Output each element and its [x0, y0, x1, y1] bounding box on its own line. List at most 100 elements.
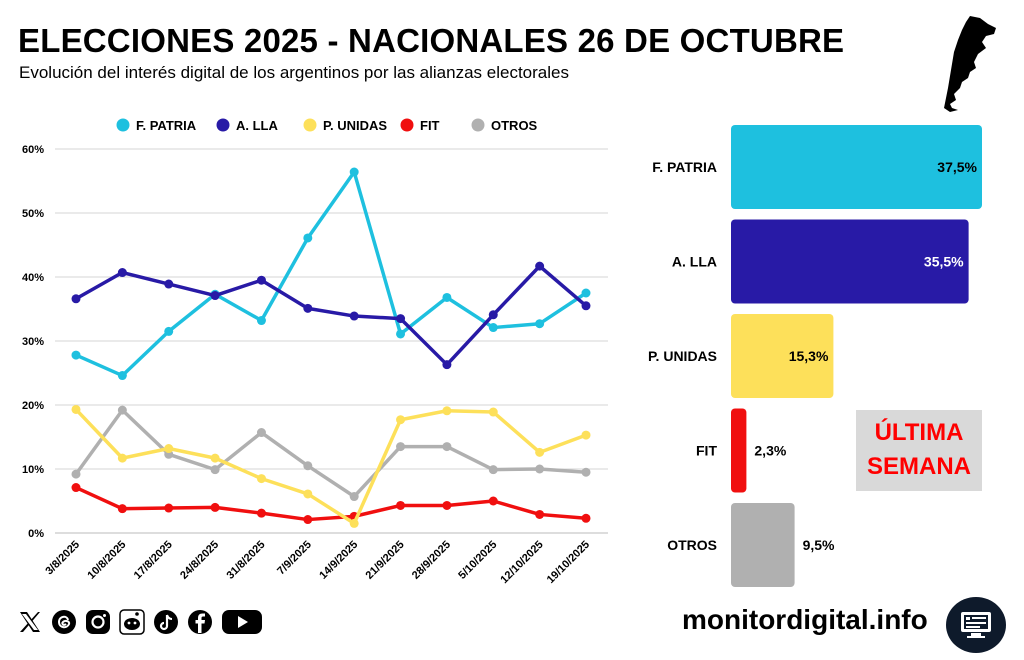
monitor-logo-icon — [946, 597, 1006, 653]
y-tick-label: 10% — [22, 464, 44, 476]
data-point-fit — [396, 500, 406, 510]
x-tick-label: 5/10/2025 — [456, 539, 499, 582]
data-point-a-lla — [210, 291, 220, 301]
y-tick-label: 30% — [22, 336, 44, 348]
data-point-otros — [535, 464, 545, 474]
data-point-otros — [396, 442, 406, 452]
x-tick-label: 21/9/2025 — [364, 539, 407, 582]
bar-value-label: 37,5% — [937, 159, 977, 175]
bar-value-label: 15,3% — [789, 348, 829, 364]
threads-icon[interactable] — [50, 608, 78, 636]
data-point-fit — [581, 513, 591, 523]
data-point-p-unidas — [581, 430, 591, 440]
data-point-p-unidas — [71, 404, 81, 414]
page-subtitle: Evolución del interés digital de los arg… — [19, 63, 569, 82]
data-point-p-unidas — [396, 415, 406, 425]
legend-label-otros: OTROS — [491, 118, 538, 133]
tiktok-icon[interactable] — [152, 608, 180, 636]
data-point-f-patria — [349, 167, 359, 177]
data-point-a-lla — [442, 360, 452, 370]
data-point-f-patria — [581, 288, 591, 298]
youtube-icon[interactable] — [220, 608, 264, 636]
data-point-p-unidas — [442, 406, 452, 416]
data-point-f-patria — [442, 292, 452, 302]
data-point-a-lla — [488, 310, 498, 320]
x-tick-label: 14/9/2025 — [317, 539, 360, 582]
data-point-p-unidas — [303, 489, 313, 499]
x-tick-label: 28/9/2025 — [410, 539, 453, 582]
bar-category-label: OTROS — [667, 537, 717, 553]
data-point-a-lla — [164, 279, 174, 289]
data-point-f-patria — [164, 326, 174, 336]
bar-otros — [731, 503, 795, 587]
x-tick-label: 24/8/2025 — [178, 539, 221, 582]
data-point-fit — [256, 508, 266, 518]
bar-value-label: 9,5% — [803, 537, 835, 553]
series-line-otros — [74, 408, 587, 499]
legend-marker-f-patria — [116, 118, 130, 132]
legend-marker-otros — [471, 118, 485, 132]
bar-fit — [731, 408, 747, 493]
data-point-a-lla — [349, 311, 359, 321]
data-point-f-patria — [117, 371, 127, 381]
x-tick-label: 7/9/2025 — [275, 539, 314, 578]
argentina-map-icon — [944, 16, 996, 112]
y-tick-label: 0% — [28, 528, 44, 540]
data-point-p-unidas — [349, 518, 359, 528]
x-tick-label: 3/8/2025 — [43, 539, 82, 578]
instagram-icon[interactable] — [84, 608, 112, 636]
data-point-a-lla — [581, 301, 591, 311]
data-point-f-patria — [535, 319, 545, 329]
page-title: ELECCIONES 2025 - NACIONALES 26 DE OCTUB… — [18, 22, 845, 59]
data-point-p-unidas — [488, 407, 498, 417]
y-tick-label: 40% — [22, 272, 44, 284]
data-point-p-unidas — [117, 453, 127, 463]
site-url[interactable]: monitordigital.info — [682, 604, 928, 635]
callout-line-2: SEMANA — [866, 453, 971, 480]
data-point-otros — [210, 465, 220, 475]
data-point-otros — [442, 442, 452, 452]
x-tick-label: 17/8/2025 — [132, 539, 175, 582]
x-tick-label: 31/8/2025 — [224, 539, 267, 582]
data-point-fit — [442, 500, 452, 510]
data-point-f-patria — [396, 329, 406, 339]
legend-label-fit: FIT — [420, 118, 440, 133]
social-icons — [16, 608, 264, 636]
bar-category-label: FIT — [696, 443, 717, 459]
data-point-fit — [535, 509, 545, 519]
data-point-fit — [71, 483, 81, 493]
data-point-otros — [117, 405, 127, 415]
bar-p-unidas — [731, 314, 834, 398]
series-line-f-patria — [75, 170, 587, 378]
legend-label-p-unidas: P. UNIDAS — [323, 118, 387, 133]
bar-category-label: P. UNIDAS — [648, 348, 717, 364]
data-point-fit — [488, 496, 498, 506]
series-line-p-unidas — [74, 408, 587, 526]
series-line-fit — [75, 485, 587, 522]
legend-label-a-lla: A. LLA — [236, 118, 278, 133]
reddit-icon[interactable] — [118, 608, 146, 636]
bar-a-lla — [731, 219, 969, 304]
data-point-otros — [256, 428, 266, 438]
data-point-a-lla — [396, 314, 406, 324]
bar-value-label: 35,5% — [924, 254, 964, 270]
data-point-p-unidas — [535, 447, 545, 457]
data-point-p-unidas — [256, 474, 266, 484]
facebook-icon[interactable] — [186, 608, 214, 636]
bar-chart: F. PATRIA 37,5% A. LLA 35,5% P. UNIDAS 15,3% F… — [648, 125, 982, 587]
y-tick-label: 50% — [22, 208, 44, 220]
legend-marker-a-lla — [216, 118, 230, 132]
x-icon[interactable] — [16, 608, 44, 636]
bar-value-label: 2,3% — [754, 443, 786, 459]
y-tick-label: 60% — [22, 144, 44, 156]
data-point-fit — [117, 504, 127, 514]
series-line-a-lla — [75, 264, 588, 367]
data-point-a-lla — [256, 275, 266, 285]
data-point-f-patria — [256, 316, 266, 326]
data-point-a-lla — [303, 303, 313, 313]
bar-category-label: A. LLA — [672, 254, 717, 270]
data-point-a-lla — [71, 294, 81, 304]
y-tick-label: 20% — [22, 400, 44, 412]
data-point-fit — [303, 515, 313, 525]
last-week-callout: ÚLTIMA SEMANA — [856, 410, 982, 491]
